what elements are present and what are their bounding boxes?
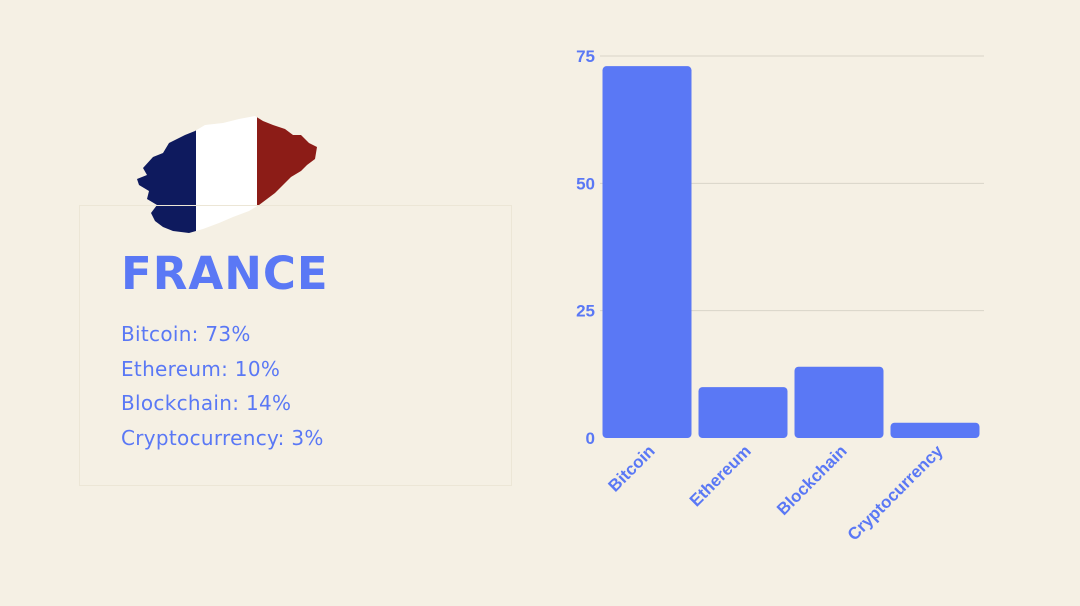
bar-ethereum xyxy=(698,387,788,438)
bar-cryptocurrency xyxy=(890,422,980,438)
x-tick-label-cryptocurrency: Cryptocurrency xyxy=(844,441,947,544)
x-tick-label-ethereum: Ethereum xyxy=(686,441,755,510)
y-tick-label: 0 xyxy=(586,429,595,448)
stat-ethereum: Ethereum: 10% xyxy=(121,356,281,381)
bar-bitcoin xyxy=(602,66,692,438)
country-title: FRANCE xyxy=(121,247,329,300)
y-tick-label: 75 xyxy=(576,47,595,66)
x-tick-label-blockchain: Blockchain xyxy=(773,441,851,519)
y-tick-label: 50 xyxy=(576,174,595,193)
stat-cryptocurrency: Cryptocurrency: 3% xyxy=(121,425,324,450)
stat-blockchain: Blockchain: 14% xyxy=(121,391,292,415)
x-tick-label-bitcoin: Bitcoin xyxy=(605,441,659,495)
stats-list: Bitcoin: 73% Ethereum: 10% Blockchain: 1… xyxy=(121,317,324,455)
bar-layer xyxy=(602,66,980,438)
bar-blockchain xyxy=(794,366,884,438)
info-card xyxy=(79,205,512,486)
france-flag-icon xyxy=(137,116,317,233)
y-tick-labels: 0 25 50 75 xyxy=(576,47,595,448)
y-tick-label: 25 xyxy=(576,302,595,321)
stat-bitcoin: Bitcoin: 73% xyxy=(121,322,251,346)
